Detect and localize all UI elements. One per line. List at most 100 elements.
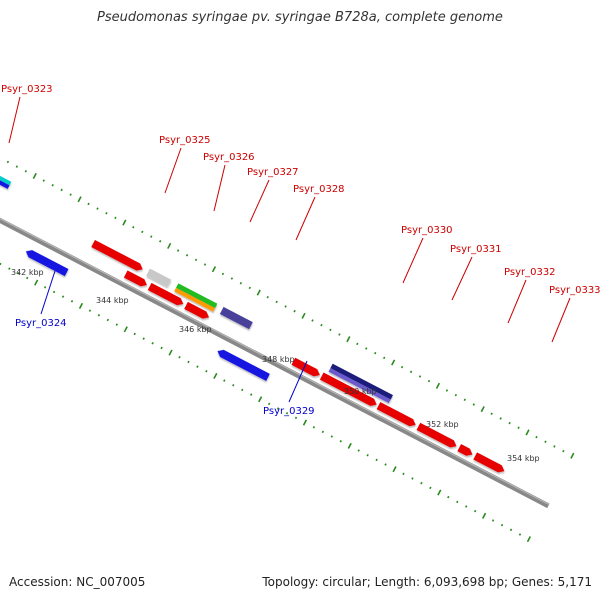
scale-tick: [61, 295, 65, 298]
gene-label[interactable]: Psyr_0325: [159, 135, 211, 146]
scale-tick: [509, 528, 513, 532]
gene-label[interactable]: Psyr_0326: [203, 152, 255, 163]
scale-tick: [418, 375, 422, 378]
scale-tick: [160, 346, 163, 350]
scale-tick: [293, 309, 296, 313]
gene-label[interactable]: Psyr_0324: [15, 318, 67, 329]
scale-tick: [500, 523, 504, 527]
scale-tick: [437, 489, 442, 496]
scale-tick: [178, 356, 181, 359]
scale-tick: [266, 295, 269, 299]
scale-tick: [70, 300, 74, 303]
scale-tick: [232, 383, 235, 387]
gene-feature[interactable]: [291, 357, 321, 379]
gene-feature[interactable]: [219, 306, 253, 330]
gene-label[interactable]: Psyr_0333: [549, 285, 600, 296]
gene-label[interactable]: Psyr_0323: [1, 84, 53, 95]
scale-tick: [105, 211, 108, 215]
scale-tick: [420, 481, 423, 485]
gene-feature[interactable]: [174, 287, 216, 312]
lower-tick-row: [0, 262, 532, 543]
scale-tick: [211, 266, 217, 273]
gene-label[interactable]: Psyr_0327: [247, 167, 299, 178]
scale-tick: [338, 333, 341, 336]
gene-feature[interactable]: [146, 268, 172, 287]
leader-line: [40, 270, 56, 315]
scale-tick: [34, 279, 39, 286]
genome-title: Pseudomonas syringae pv. syringae B728a,…: [97, 10, 503, 25]
scale-tick: [346, 336, 351, 343]
gene-feature[interactable]: [184, 301, 211, 321]
scale-tick: [374, 351, 377, 355]
gene-feature[interactable]: [319, 372, 379, 408]
scale-tick: [411, 477, 414, 480]
scale-tick: [435, 382, 441, 389]
gene-feature[interactable]: [176, 283, 218, 309]
gene-feature[interactable]: [328, 368, 391, 404]
gene-feature[interactable]: [24, 248, 69, 277]
scale-tick: [329, 328, 332, 332]
scale-tick: [391, 359, 396, 366]
scale-tick: [123, 326, 128, 333]
gene-label[interactable]: Psyr_0331: [450, 244, 502, 255]
scale-label: 354 kbp: [507, 454, 540, 463]
label-layer: 342 kbp 344 kbp 346 kbp 348 kbp 350 kbp 352 k…: [1, 84, 600, 463]
scale-tick: [383, 356, 386, 360]
leader-line: [8, 96, 21, 144]
scale-tick: [456, 500, 459, 504]
gene-label[interactable]: Psyr_0329: [263, 406, 315, 417]
scale-tick: [454, 393, 458, 397]
scale-tick: [339, 439, 342, 443]
scale-tick: [365, 347, 368, 350]
gene-feature[interactable]: [416, 422, 459, 450]
scale-tick: [526, 536, 532, 543]
scale-tick: [320, 323, 323, 327]
scale-tick: [203, 263, 207, 266]
scale-tick: [535, 435, 538, 439]
leader-line: [507, 279, 527, 324]
scale-tick: [88, 309, 92, 312]
scale-tick: [357, 449, 360, 452]
gene-feature[interactable]: [91, 239, 144, 273]
gene-feature[interactable]: [473, 452, 506, 474]
leader-line: [402, 237, 424, 284]
scale-tick: [330, 435, 333, 438]
scale-tick: [250, 393, 253, 396]
scale-tick: [525, 429, 530, 436]
scale-tick: [392, 466, 397, 473]
scale-tick: [106, 318, 110, 322]
leader-line: [551, 297, 571, 343]
scale-tick: [133, 332, 136, 336]
scale-tick: [60, 188, 63, 192]
scale-tick: [97, 314, 101, 317]
gene-feature[interactable]: [376, 402, 418, 428]
scale-tick: [302, 419, 308, 426]
gene-feature[interactable]: [330, 363, 393, 400]
gene-feature[interactable]: [147, 282, 185, 308]
scale-tick: [52, 290, 56, 294]
scale-label: 342 kbp: [11, 268, 44, 277]
scale-tick: [15, 165, 19, 168]
scale-tick: [321, 430, 325, 434]
gene-label[interactable]: Psyr_0332: [504, 267, 556, 278]
scale-tick: [141, 230, 144, 234]
gene-feature[interactable]: [0, 172, 10, 189]
gene-feature[interactable]: [123, 270, 149, 288]
scale-tick: [150, 235, 153, 238]
scale-tick: [499, 417, 502, 420]
gene-feature[interactable]: [457, 444, 474, 458]
gene-feature[interactable]: [0, 168, 12, 186]
scale-tick: [518, 533, 522, 536]
gene-label[interactable]: Psyr_0328: [293, 184, 345, 195]
scale-tick: [409, 370, 413, 374]
gene-track: [0, 168, 506, 474]
scale-tick: [463, 398, 466, 402]
gene-feature[interactable]: [216, 348, 270, 381]
scale-tick: [258, 396, 263, 403]
scale-tick: [87, 202, 90, 206]
scale-tick: [301, 312, 306, 319]
scale-tick: [69, 193, 72, 196]
gene-label[interactable]: Psyr_0330: [401, 225, 453, 236]
scale-tick: [402, 472, 405, 476]
